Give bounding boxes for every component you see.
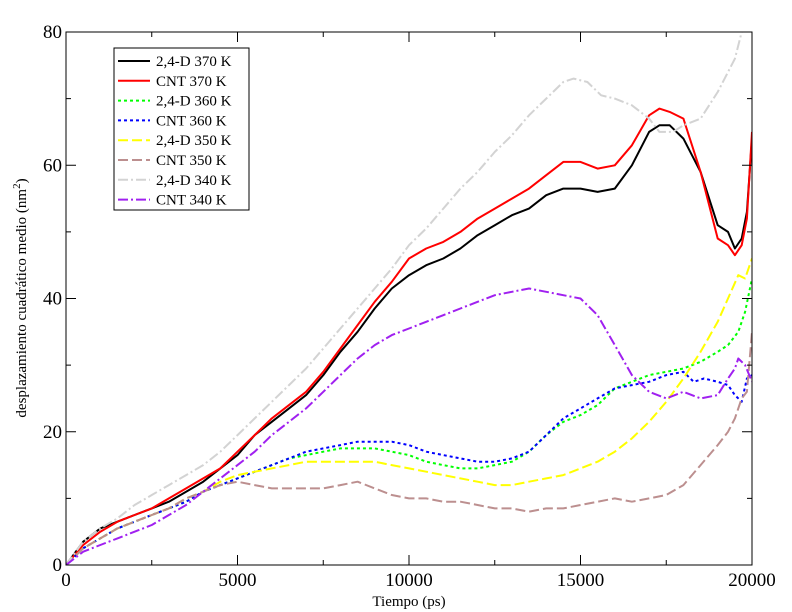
legend-label-4: 2,4-D 350 K — [156, 133, 232, 149]
legend-label-2: 2,4-D 360 K — [156, 94, 232, 110]
x-axis-title: Tiempo (ps) — [372, 594, 445, 610]
legend: 2,4-D 370 K CNT 370 K 2,4-D 360 K CNT 360 K… — [113, 47, 250, 211]
series-line-1 — [66, 107, 752, 565]
x-tick-label: 20000 — [728, 570, 776, 591]
series-line-4 — [66, 258, 752, 565]
legend-label-1: CNT 370 K — [156, 74, 227, 90]
x-tick-label: 15000 — [557, 570, 605, 591]
legend-label-6: 2,4-D 340 K — [156, 173, 232, 189]
series-line-6 — [66, 32, 743, 565]
y-tick-label: 0 — [53, 555, 63, 576]
series-line-2 — [66, 278, 752, 565]
y-tick-label: 60 — [43, 155, 62, 176]
x-tick-label: 10000 — [385, 570, 433, 591]
y-tick-label: 40 — [43, 289, 62, 310]
legend-label-0: 2,4-D 370 K — [156, 54, 232, 70]
y-axis-title-close: ) — [14, 178, 30, 183]
axis-ticks — [65, 31, 753, 566]
y-axis-title: desplazamiento cuadrático medio (nm2) — [11, 178, 30, 417]
y-tick-label: 80 — [43, 22, 62, 43]
legend-label-7: CNT 340 K — [156, 193, 227, 209]
series-line-0 — [66, 124, 752, 565]
x-tick-label: 0 — [61, 570, 71, 591]
series-line-7 — [66, 287, 752, 565]
y-axis-title-main: desplazamiento cuadrático medio (nm — [14, 189, 30, 418]
y-axis-title-superscript: 2 — [11, 183, 23, 189]
x-tick-label: 5000 — [219, 570, 257, 591]
y-tick-label: 20 — [43, 422, 62, 443]
plot-lines — [66, 32, 752, 565]
legend-box — [113, 47, 250, 211]
axis-tick-labels: 0 5000 10000 15000 20000 0 20 40 60 80 — [43, 22, 776, 591]
legend-label-3: CNT 360 K — [156, 113, 227, 129]
legend-label-5: CNT 350 K — [156, 153, 227, 169]
series-line-5 — [66, 331, 752, 565]
